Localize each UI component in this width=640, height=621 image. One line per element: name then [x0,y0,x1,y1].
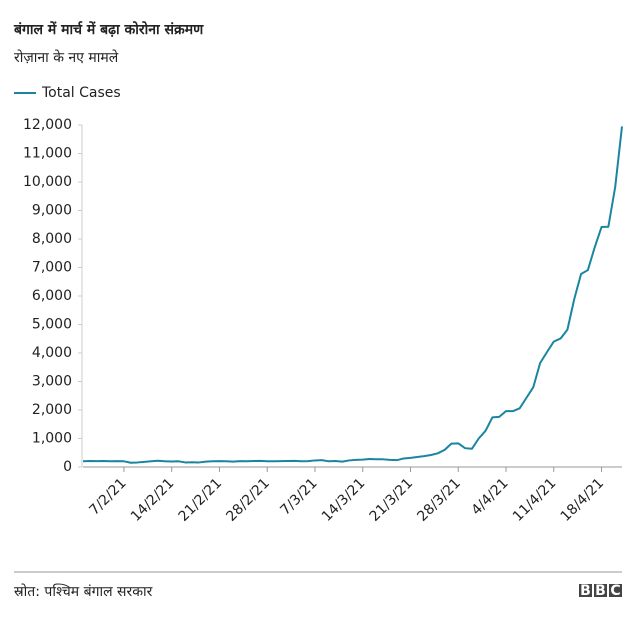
data-line [82,126,623,464]
y-tick-label: 2,000 [32,402,72,418]
x-tick-label: 14/3/21 [319,475,368,524]
chart-title: बंगाल में मार्च में बढ़ा कोरोना संक्रमण [13,21,204,38]
y-tick-label: 5,000 [32,317,72,333]
y-tick-label: 10,000 [23,174,72,190]
logo-box [579,584,592,597]
x-tick-label: 11/4/21 [510,475,559,524]
logo-letter: C [610,583,620,599]
y-tick-label: 6,000 [32,288,72,304]
source: स्रोत: पश्चिम बंगाल सरकार [14,583,153,600]
logo-letter: B [580,583,591,599]
legend-label: Total Cases [41,85,121,101]
y-tick-label: 8,000 [32,231,72,247]
y-tick-label: 7,000 [32,260,72,276]
logo-letter: B [595,583,606,599]
x-tick-label: 28/2/21 [223,475,272,524]
logo-box [609,584,622,597]
y-tick-label: 9,000 [32,203,72,219]
y-tick-label: 3,000 [32,374,72,390]
x-tick-label: 21/2/21 [176,475,225,524]
y-tick-label: 1,000 [32,431,72,447]
x-tick-label: 21/3/21 [367,475,416,524]
y-tick-label: 11,000 [23,146,72,162]
x-tick-label: 4/4/21 [468,475,511,518]
x-tick-label: 28/3/21 [414,475,463,524]
x-tick-label: 7/3/21 [277,475,320,518]
x-tick-label: 18/4/21 [558,475,607,524]
x-tick-label: 7/2/21 [86,475,129,518]
logo-box [594,584,607,597]
y-tick-label: 4,000 [32,345,72,361]
y-tick-label: 12,000 [23,117,72,133]
chart-subtitle: रोज़ाना के नए मामले [14,49,119,66]
x-tick-label: 14/2/21 [128,475,177,524]
y-tick-label: 0 [63,459,72,475]
